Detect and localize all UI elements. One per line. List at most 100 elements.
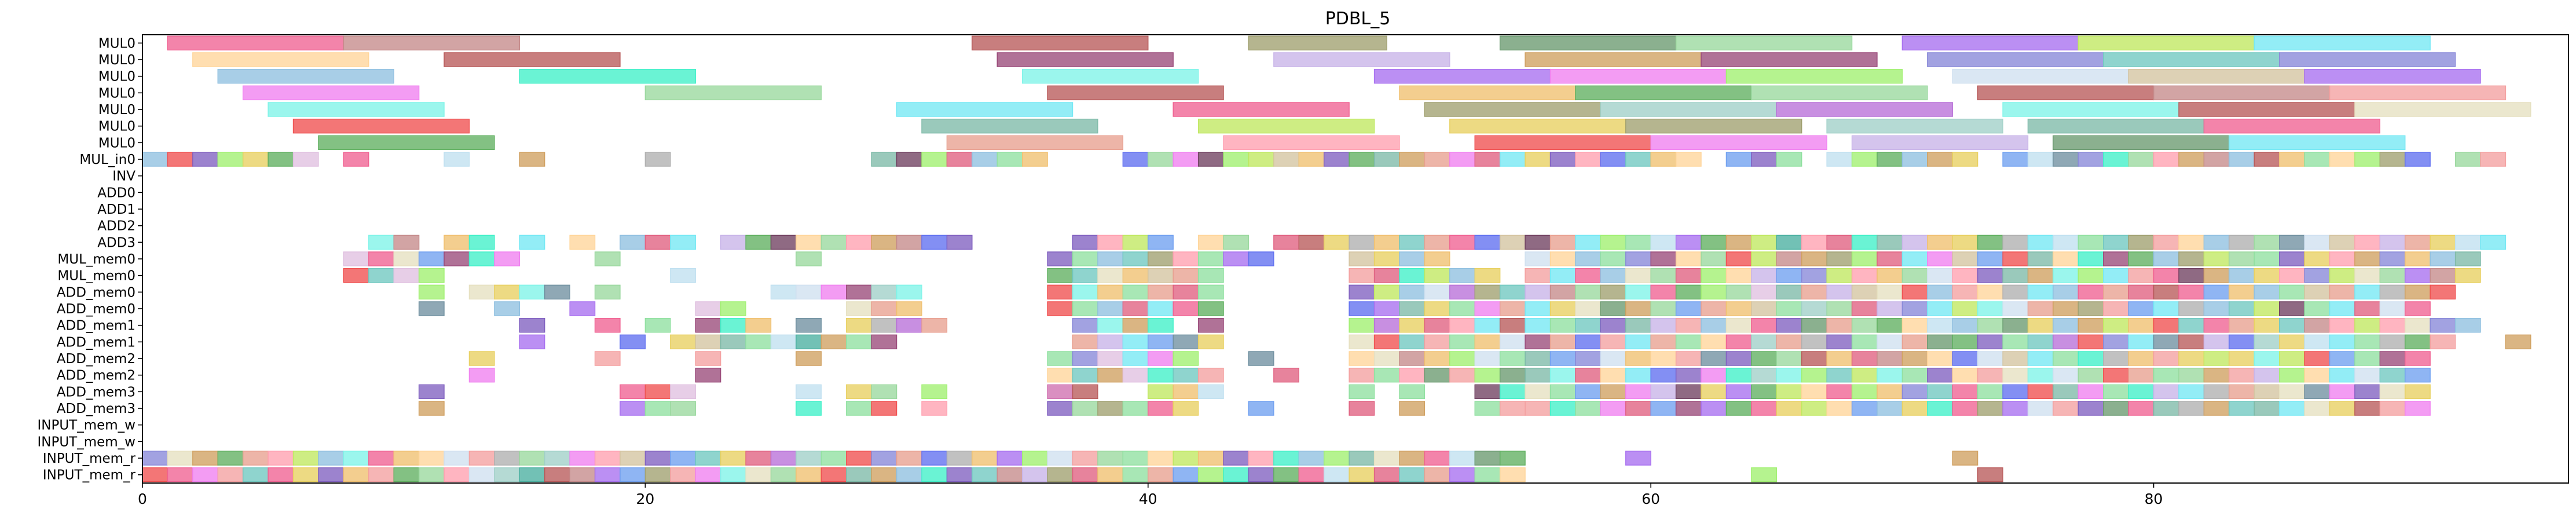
task-bar	[1776, 268, 1802, 283]
task-bar	[1349, 251, 1375, 266]
task-bar	[2203, 284, 2230, 300]
task-bar	[1148, 334, 1174, 350]
task-bar	[1122, 451, 1149, 466]
task-bar	[1097, 367, 1124, 383]
task-bar	[2278, 401, 2305, 416]
task-bar	[1047, 367, 1073, 383]
task-bar	[1424, 301, 1450, 316]
task-bar	[1801, 284, 1827, 300]
y-tick-label: MUL0	[98, 103, 135, 118]
task-bar	[1499, 284, 1526, 300]
task-bar	[1021, 467, 1048, 482]
task-bar	[1273, 152, 1300, 167]
task-bar	[1575, 268, 1602, 283]
task-bar	[1072, 451, 1098, 466]
task-bar	[1223, 235, 1249, 250]
task-bar	[1324, 467, 1350, 482]
task-bar	[1324, 451, 1350, 466]
task-bar	[2329, 301, 2355, 316]
task-bar	[1349, 367, 1375, 383]
task-bar	[1927, 384, 1953, 400]
task-bar	[620, 235, 646, 250]
task-bar	[1877, 268, 1903, 283]
task-bar	[468, 367, 495, 383]
task-bar	[2103, 52, 2280, 67]
task-bar	[2002, 401, 2029, 416]
task-bar	[2379, 268, 2406, 283]
task-bar	[2077, 401, 2104, 416]
task-bar	[444, 152, 470, 167]
task-bar	[846, 384, 872, 400]
task-bar	[1097, 251, 1124, 266]
task-bar	[1148, 284, 1174, 300]
task-bar	[1776, 152, 1802, 167]
task-bar	[368, 235, 394, 250]
task-bar	[1801, 334, 1827, 350]
task-bar	[644, 451, 671, 466]
task-bar	[2203, 367, 2230, 383]
task-bar	[1549, 152, 1576, 167]
task-bar	[1399, 367, 1426, 383]
task-bar	[1952, 251, 1978, 266]
task-bar	[2203, 301, 2230, 316]
task-bar	[2128, 284, 2154, 300]
task-bar	[1701, 334, 1727, 350]
task-bar	[2480, 152, 2507, 167]
task-bar	[1826, 268, 1853, 283]
task-bar	[1424, 251, 1450, 266]
task-bar	[1424, 467, 1450, 482]
task-bar	[2002, 152, 2029, 167]
task-bar	[1349, 235, 1375, 250]
y-tick-label: MUL_in0	[79, 152, 135, 167]
task-bar	[2027, 334, 2054, 350]
task-bar	[1047, 451, 1073, 466]
task-bar	[2002, 317, 2029, 333]
task-bar	[2454, 152, 2481, 167]
task-bar	[2153, 235, 2179, 250]
task-bar	[1977, 367, 2003, 383]
task-bar	[1751, 334, 1777, 350]
task-bar	[871, 451, 897, 466]
task-bar	[494, 251, 520, 266]
task-bar	[2027, 367, 2054, 383]
task-bar	[418, 268, 445, 283]
task-bar	[2278, 334, 2305, 350]
task-bar	[1021, 152, 1048, 167]
task-bar	[1248, 467, 1274, 482]
task-bar	[1197, 152, 1224, 167]
task-bar	[1021, 68, 1199, 84]
task-bar	[1952, 268, 1978, 283]
task-bar	[2329, 268, 2355, 283]
task-bar	[2329, 351, 2355, 366]
task-bar	[2405, 367, 2431, 383]
task-bar	[871, 152, 897, 167]
y-tick-label: INPUT_mem_w	[37, 434, 135, 449]
task-bar	[2153, 384, 2179, 400]
task-bar	[996, 52, 1174, 67]
task-bar	[820, 235, 847, 250]
task-bar	[1977, 284, 2003, 300]
task-bar	[1877, 351, 1903, 366]
task-bar	[745, 451, 772, 466]
task-bar	[2002, 384, 2029, 400]
task-bar	[1625, 235, 1651, 250]
task-bar	[1851, 235, 1878, 250]
task-bar	[1650, 351, 1677, 366]
task-bar	[569, 235, 596, 250]
task-bar	[1901, 35, 2079, 51]
task-bar	[846, 334, 872, 350]
y-tick-label: ADD3	[97, 235, 135, 250]
task-bar	[1399, 284, 1426, 300]
task-bar	[2430, 317, 2456, 333]
task-bar	[1801, 317, 1827, 333]
task-bar	[2153, 401, 2179, 416]
task-bar	[2405, 235, 2431, 250]
task-bar	[1424, 268, 1450, 283]
task-bar	[1776, 235, 1802, 250]
task-bar	[2128, 68, 2305, 84]
task-bar	[2405, 401, 2431, 416]
task-bar	[1851, 152, 1878, 167]
task-bar	[1197, 251, 1224, 266]
task-bar	[2354, 317, 2381, 333]
task-bar	[1474, 268, 1501, 283]
